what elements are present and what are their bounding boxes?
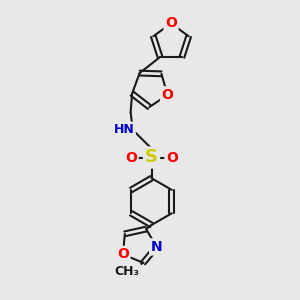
Text: O: O <box>166 151 178 164</box>
Text: O: O <box>117 248 129 261</box>
Text: S: S <box>145 148 158 166</box>
Text: N: N <box>151 240 162 254</box>
Text: O: O <box>165 16 177 30</box>
Text: HN: HN <box>114 123 134 136</box>
Text: O: O <box>125 151 137 164</box>
Text: CH₃: CH₃ <box>114 265 139 278</box>
Text: O: O <box>161 88 173 102</box>
